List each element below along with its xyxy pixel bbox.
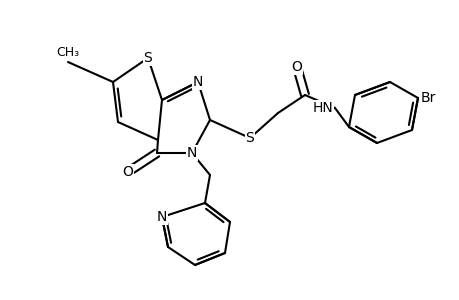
Text: N: N (186, 146, 197, 160)
Text: N: N (157, 210, 167, 224)
Text: HN: HN (312, 101, 332, 115)
Text: N: N (192, 75, 203, 89)
Text: S: S (245, 131, 254, 145)
Text: Br: Br (420, 91, 436, 105)
Text: O: O (291, 60, 302, 74)
Text: CH₃: CH₃ (56, 46, 79, 59)
Text: S: S (143, 51, 152, 65)
Text: O: O (122, 165, 133, 179)
